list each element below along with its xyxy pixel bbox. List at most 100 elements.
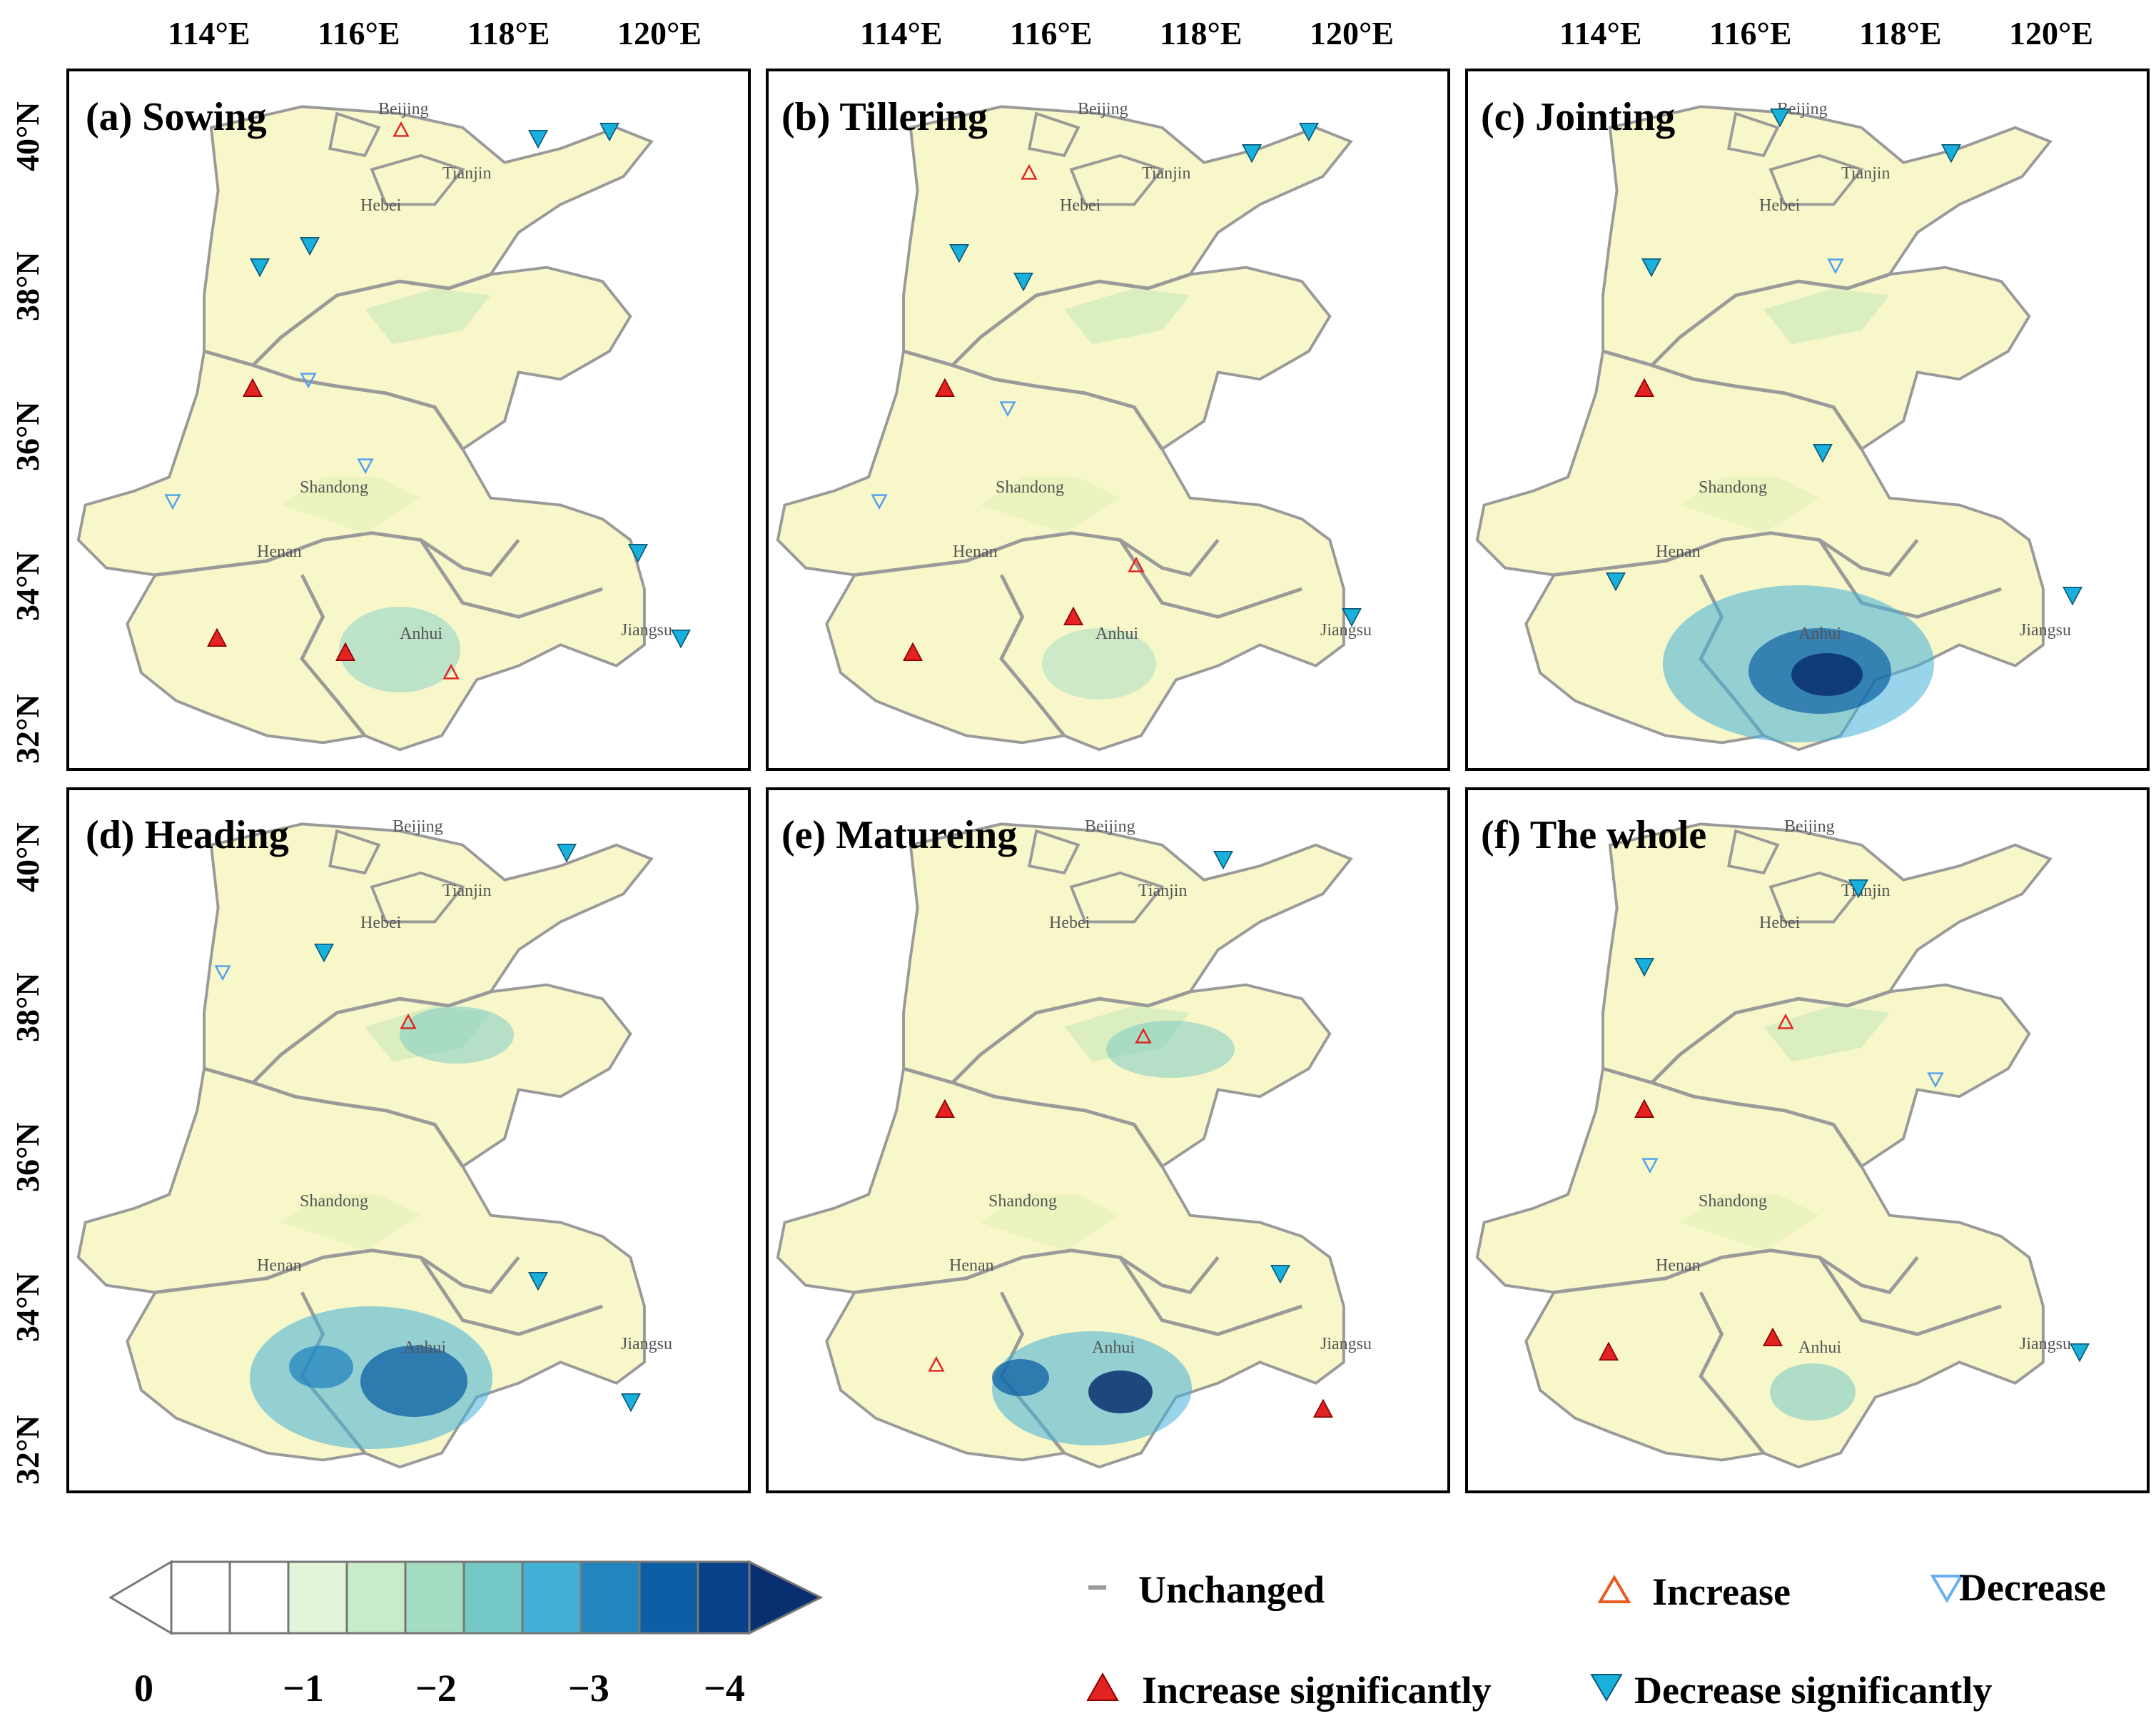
province-label-anhui: Anhui [1798, 625, 1841, 643]
province-label-tianjin: Tianjin [442, 882, 491, 900]
province-label-hebei: Hebei [1060, 196, 1101, 215]
lon-tick-118: 118°E [1859, 15, 1942, 51]
lon-tick-114: 114°E [168, 15, 250, 51]
legend-decrease-significant-label: Decrease significantly [1634, 1669, 1992, 1712]
anomaly-zone-core [992, 1359, 1049, 1396]
lat-tick-40: 40°N [9, 822, 46, 892]
anomaly-zone [400, 1006, 514, 1064]
province-label-hebei: Hebei [1759, 914, 1801, 932]
province-label-jiangsu: Jiangsu [1320, 1335, 1372, 1353]
colorbar-bin [345, 1560, 407, 1635]
province-label-beijing: Beijing [1784, 817, 1835, 836]
lat-tick-38: 38°N [9, 251, 46, 321]
panel-a: (a) Sowing Beijing Tianjin Hebei Shandon… [66, 69, 751, 771]
lon-tick-120: 120°E [617, 15, 702, 51]
colorbar-bin [462, 1560, 524, 1635]
lat-tick-32: 32°N [9, 694, 46, 764]
lat-tick-34: 34°N [9, 551, 46, 621]
lon-tick-120: 120°E [1310, 15, 1394, 51]
lon-tick-118: 118°E [467, 15, 550, 51]
colorbar-label: −2 [415, 1667, 457, 1710]
province-label-beijing: Beijing [393, 817, 443, 836]
colorbar-bin [170, 1560, 231, 1635]
colorbar-bin [580, 1560, 641, 1635]
colorbar-bin [638, 1560, 699, 1635]
anomaly-zone-core [289, 1346, 353, 1388]
province-label-shandong: Shandong [1699, 1192, 1767, 1211]
colorbar-label: −4 [704, 1667, 745, 1710]
lat-tick-38: 38°N [9, 972, 46, 1042]
province-label-shandong: Shandong [300, 478, 368, 497]
lon-tick-114: 114°E [1559, 15, 1642, 51]
legend: Unchanged Increase Decrease Increase sig… [1086, 1566, 2106, 1712]
province-label-henan: Henan [1656, 542, 1701, 561]
legend-increase-symbol [1597, 1575, 1631, 1603]
colorbar-label: −1 [283, 1667, 324, 1710]
anomaly-zone [1106, 1021, 1235, 1078]
province-label-tianjin: Tianjin [1138, 882, 1187, 900]
legend-unchanged-label: Unchanged [1138, 1568, 1325, 1611]
province-label-henan: Henan [257, 1256, 302, 1275]
panel-title: (c) Jointing [1481, 95, 1675, 139]
lat-tick-36: 36°N [9, 401, 46, 471]
province-label-anhui: Anhui [1095, 625, 1138, 643]
anomaly-zone-core [360, 1346, 467, 1417]
province-label-anhui: Anhui [1092, 1338, 1135, 1357]
province-label-beijing: Beijing [378, 100, 429, 118]
colorbar-bin [521, 1560, 582, 1635]
province-label-hebei: Hebei [1049, 914, 1090, 932]
province-label-hebei: Hebei [1759, 196, 1801, 215]
colorbar-left-arrow [108, 1560, 173, 1635]
colorbar-label: 0 [134, 1667, 153, 1710]
province-label-henan: Henan [953, 542, 998, 561]
panel-b: (b) Tillering Beijing Tianjin Hebei Shan… [766, 69, 1450, 771]
province-label-tianjin: Tianjin [442, 164, 491, 183]
lat-tick-40: 40°N [9, 101, 46, 171]
province-label-tianjin: Tianjin [1841, 164, 1890, 183]
lon-tick-116: 116°E [1709, 15, 1792, 51]
panel-e: (e) Matureing Beijing Tianjin Hebei Shan… [766, 787, 1450, 1493]
province-label-anhui: Anhui [400, 625, 442, 643]
province-label-tianjin: Tianjin [1841, 882, 1890, 900]
lon-tick-116: 116°E [318, 15, 400, 51]
colorbar-bin [697, 1560, 751, 1635]
lon-tick-120: 120°E [2009, 15, 2093, 51]
province-label-jiangsu: Jiangsu [621, 621, 672, 640]
province-label-anhui: Anhui [1798, 1338, 1841, 1357]
legend-increase-label: Increase [1652, 1570, 1791, 1613]
panel-d: (d) Heading Beijing Tianjin Hebei Shando… [66, 787, 751, 1493]
province-label-anhui: Anhui [403, 1338, 446, 1357]
legend-decrease-significant-symbol [1590, 1674, 1623, 1702]
lon-tick-114: 114°E [860, 15, 943, 51]
colorbar-bin [404, 1560, 465, 1635]
colorbar-bin [228, 1560, 290, 1635]
province-label-beijing: Beijing [1078, 100, 1128, 118]
lat-tick-36: 36°N [9, 1122, 46, 1192]
province-label-henan: Henan [257, 542, 302, 561]
colorbar-bin [287, 1560, 348, 1635]
legend-decrease-label: Decrease [1959, 1566, 2106, 1609]
panel-f: (f) The whole Beijing Tianjin Hebei Shan… [1465, 787, 2150, 1493]
province-label-hebei: Hebei [360, 914, 402, 932]
province-label-shandong: Shandong [1699, 478, 1767, 497]
lon-tick-116: 116°E [1010, 15, 1093, 51]
legend-increase-significant-label: Increase significantly [1142, 1669, 1491, 1712]
province-label-jiangsu: Jiangsu [2020, 1335, 2071, 1353]
legend-increase-significant-symbol [1086, 1672, 1119, 1701]
panel-title: (f) The whole [1481, 813, 1706, 857]
province-label-beijing: Beijing [1085, 817, 1135, 836]
panel-title: (e) Matureing [781, 813, 1017, 857]
lat-tick-32: 32°N [9, 1415, 46, 1485]
province-label-hebei: Hebei [360, 196, 402, 215]
lat-axis-left: 40°N 38°N 36°N 34°N 32°N 40°N 38°N 36°N … [9, 101, 46, 1485]
province-label-henan: Henan [1656, 1256, 1701, 1275]
province-label-shandong: Shandong [300, 1192, 368, 1211]
province-label-jiangsu: Jiangsu [1320, 621, 1372, 640]
lat-tick-34: 34°N [9, 1272, 46, 1342]
province-label-shandong: Shandong [996, 478, 1064, 497]
province-label-henan: Henan [949, 1256, 994, 1275]
province-label-jiangsu: Jiangsu [621, 1335, 672, 1353]
colorbar-label: −3 [568, 1667, 609, 1710]
anomaly-zone-peak [1088, 1371, 1153, 1413]
